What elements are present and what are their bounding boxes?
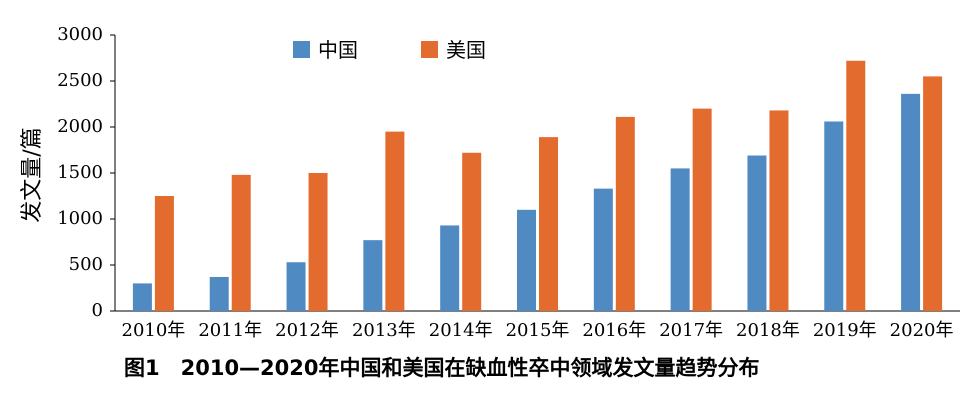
bar-usa <box>385 131 405 311</box>
y-tick-label: 1000 <box>57 208 103 229</box>
legend-label-usa: 美国 <box>446 38 486 62</box>
bar-usa <box>769 110 789 311</box>
figure-caption: 图1 2010—2020年中国和美国在缺血性卒中领域发文量趋势分布 <box>124 356 760 380</box>
bar-chart: 发文量/篇 0 500 1000 1500 2000 2500 3000 2010年 2011… <box>20 24 960 341</box>
bar-china <box>286 262 306 311</box>
bar-usa <box>308 173 328 311</box>
bar-china <box>440 225 460 311</box>
bar-china <box>209 276 229 311</box>
x-tick-label: 2012年 <box>275 320 339 341</box>
bars <box>132 60 943 312</box>
x-tick-label: 2020年 <box>890 320 954 341</box>
bar-usa <box>846 60 866 312</box>
bar-china <box>132 283 152 311</box>
x-tick-label: 2019年 <box>813 320 877 341</box>
x-tick-label: 2010年 <box>122 320 186 341</box>
y-tick-label: 3000 <box>57 24 103 45</box>
y-axis-label: 发文量/篇 <box>20 127 45 222</box>
y-ticks: 0 500 1000 1500 2000 2500 3000 <box>57 24 115 321</box>
bar-china <box>747 155 767 311</box>
x-tick-label: 2013年 <box>352 320 416 341</box>
bar-china <box>824 121 844 311</box>
x-tick-label: 2011年 <box>198 320 262 341</box>
x-ticks: 2010年 2011年 2012年 2013年 2014年 2015年 2016年 2017年… <box>122 320 954 341</box>
y-tick-label: 2000 <box>57 116 103 137</box>
bar-china <box>593 188 613 311</box>
bar-usa <box>231 174 251 311</box>
bar-china <box>670 168 690 311</box>
legend-swatch-usa <box>421 41 438 58</box>
y-tick-label: 0 <box>92 300 103 321</box>
x-tick-label: 2016年 <box>582 320 646 341</box>
bar-usa <box>462 152 482 311</box>
bar-usa <box>692 108 712 311</box>
legend: 中国 美国 <box>293 38 486 62</box>
y-tick-label: 500 <box>69 254 103 275</box>
bar-usa <box>154 196 174 311</box>
bar-china <box>901 93 921 311</box>
bar-china <box>363 240 383 311</box>
legend-swatch-china <box>293 41 310 58</box>
x-tick-label: 2018年 <box>736 320 800 341</box>
legend-label-china: 中国 <box>318 38 358 62</box>
bar-usa <box>615 116 635 311</box>
y-tick-label: 1500 <box>57 162 103 183</box>
bar-china <box>517 209 536 311</box>
bar-usa <box>923 76 943 312</box>
x-tick-label: 2014年 <box>429 320 493 341</box>
bar-usa <box>539 137 558 311</box>
x-tick-label: 2015年 <box>506 320 570 341</box>
y-tick-label: 2500 <box>57 70 103 91</box>
x-tick-label: 2017年 <box>659 320 723 341</box>
